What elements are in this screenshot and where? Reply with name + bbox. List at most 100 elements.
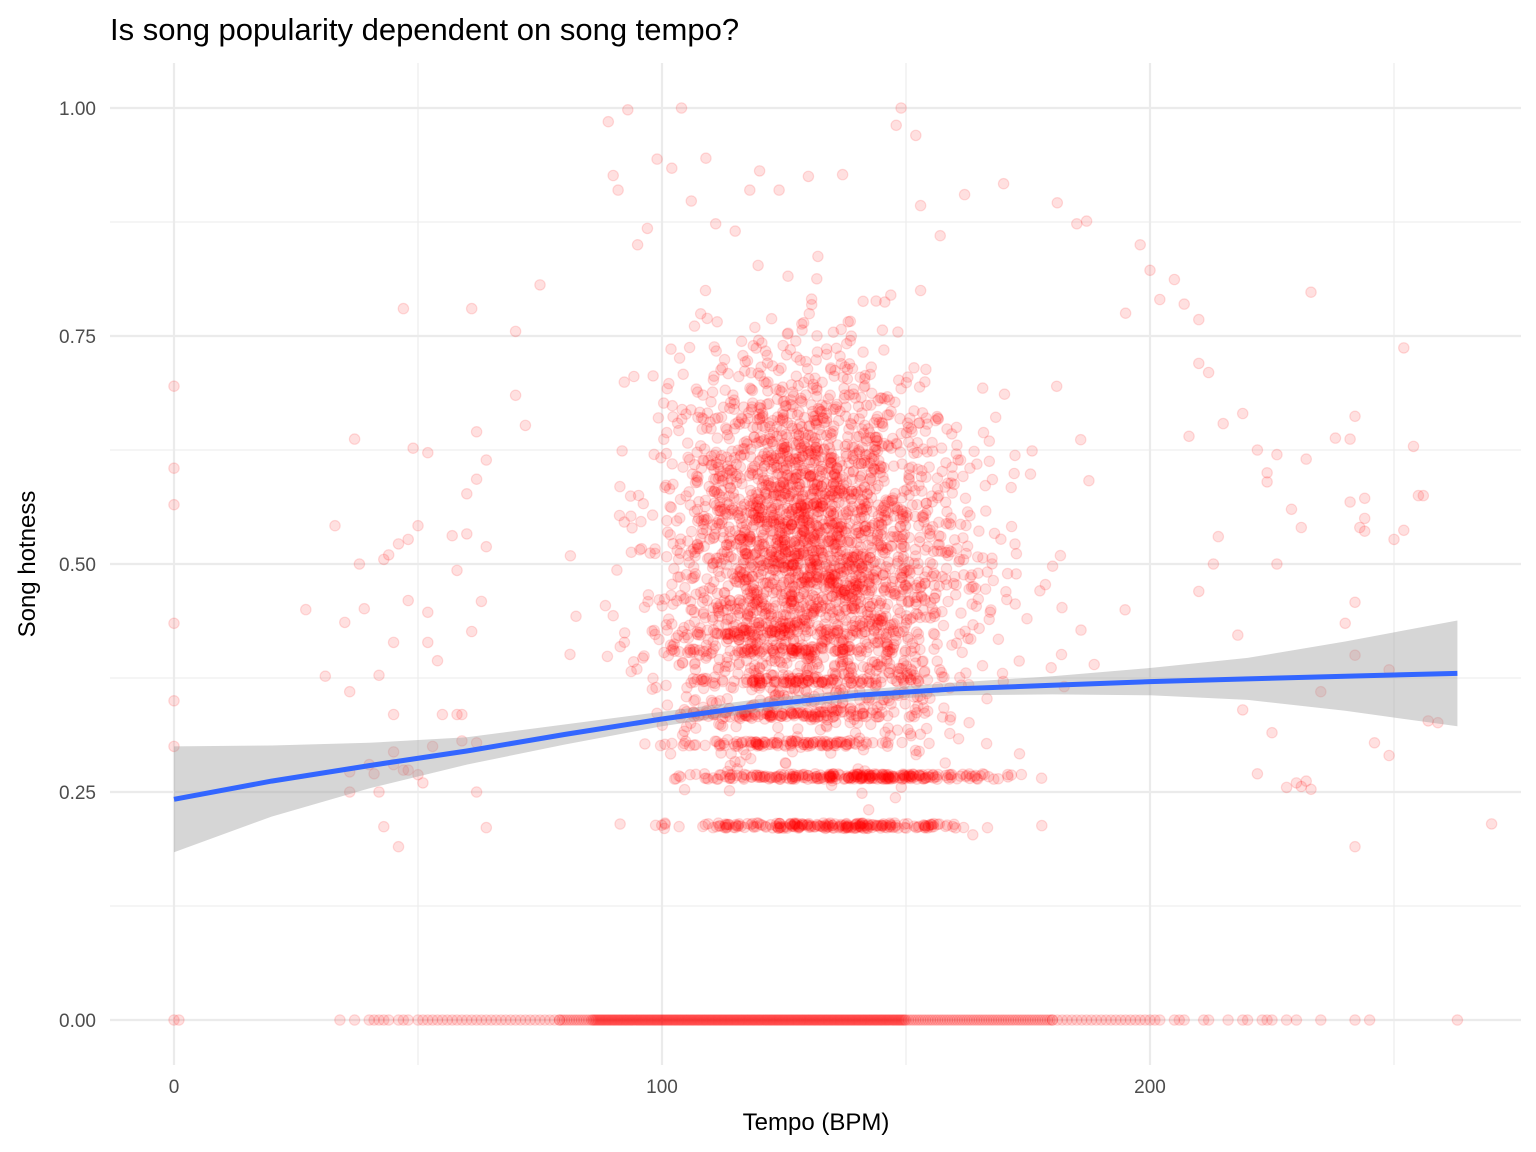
data-point — [931, 410, 943, 423]
data-point — [870, 295, 882, 307]
data-point — [661, 624, 674, 636]
data-point — [319, 670, 332, 682]
data-point — [382, 1014, 395, 1026]
data-point — [691, 539, 704, 551]
data-point — [808, 456, 820, 469]
data-point — [781, 450, 793, 463]
y-tick-label: 1.00 — [59, 99, 96, 120]
data-point — [728, 630, 740, 643]
data-point — [929, 569, 942, 582]
data-point — [895, 503, 908, 516]
data-point — [1080, 215, 1093, 227]
data-point — [799, 432, 812, 444]
data-point — [716, 548, 728, 560]
data-point — [844, 772, 857, 785]
data-point — [852, 457, 865, 470]
data-point — [919, 425, 932, 437]
data-point — [687, 561, 700, 573]
data-point — [715, 517, 728, 530]
data-point — [748, 664, 760, 677]
data-point — [475, 595, 488, 608]
data-point — [631, 663, 643, 675]
data-point — [864, 606, 877, 619]
data-point — [855, 502, 868, 515]
data-point — [681, 437, 694, 449]
data-point — [872, 509, 884, 522]
data-point — [909, 650, 922, 663]
data-point — [801, 608, 813, 621]
data-point — [730, 576, 743, 588]
data-point — [791, 707, 804, 719]
data-point — [739, 547, 752, 560]
data-point — [1271, 558, 1283, 570]
data-point — [742, 406, 755, 419]
data-point — [778, 442, 790, 455]
data-point — [348, 433, 361, 445]
data-point — [876, 416, 888, 429]
data-point — [810, 655, 823, 668]
data-point — [670, 515, 683, 527]
data-point — [875, 594, 887, 607]
data-point — [796, 642, 809, 655]
data-point — [761, 738, 774, 751]
data-point — [719, 665, 731, 677]
data-point — [1168, 273, 1181, 286]
data-point — [797, 316, 810, 329]
data-point — [737, 349, 749, 362]
data-point — [456, 708, 468, 721]
data-point — [879, 514, 892, 526]
data-point — [912, 674, 925, 687]
data-point — [981, 692, 993, 705]
data-point — [1035, 772, 1048, 784]
data-point — [853, 526, 866, 539]
data-point — [168, 498, 180, 511]
data-point — [834, 656, 847, 668]
data-point — [614, 640, 626, 653]
data-point — [709, 218, 722, 230]
data-point — [824, 642, 837, 654]
data-point — [417, 777, 429, 789]
data-point — [850, 583, 862, 596]
data-point — [864, 399, 877, 411]
data-point — [703, 552, 715, 564]
data-point — [788, 682, 801, 694]
data-point — [840, 614, 852, 627]
data-point — [805, 398, 817, 411]
data-point — [941, 477, 954, 489]
data-point — [766, 706, 778, 719]
data-point — [938, 671, 950, 683]
data-point — [921, 540, 934, 553]
data-point — [697, 672, 710, 685]
data-point — [748, 643, 761, 656]
data-point — [806, 533, 819, 546]
data-point — [860, 435, 873, 447]
data-point — [883, 645, 896, 658]
data-point — [828, 633, 840, 646]
data-point — [688, 658, 701, 670]
data-point — [911, 608, 924, 621]
data-point — [685, 572, 698, 585]
data-point — [688, 615, 701, 628]
data-point — [1388, 533, 1400, 546]
data-point — [750, 499, 763, 512]
data-point — [777, 517, 790, 530]
data-point — [1183, 430, 1195, 443]
data-point — [373, 669, 385, 682]
data-point — [460, 528, 473, 540]
data-point — [769, 518, 782, 530]
data-point — [889, 502, 901, 515]
data-point — [1344, 496, 1356, 508]
data-point — [746, 401, 758, 413]
data-point — [782, 565, 795, 577]
data-point — [1021, 612, 1033, 625]
data-point — [758, 632, 770, 645]
data-point — [844, 556, 857, 568]
data-point — [683, 643, 696, 655]
data-point — [845, 330, 858, 342]
data-point — [412, 519, 424, 532]
data-point — [792, 379, 805, 392]
data-point — [839, 594, 851, 607]
data-point — [470, 425, 483, 438]
data-point — [724, 482, 736, 494]
data-point — [776, 541, 788, 553]
